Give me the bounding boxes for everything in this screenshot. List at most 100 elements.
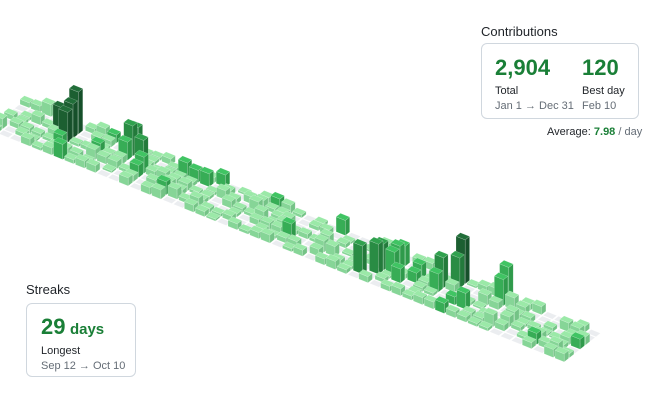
contribution-cell [347,270,362,279]
contribution-cell [166,161,182,169]
contribution-cell [467,316,482,324]
contribution-cell [390,238,405,247]
streaks-card: 29 days Longest Sep 12 → Oct 10 [26,303,136,377]
contribution-cell [254,204,269,212]
contribution-cell [314,233,329,242]
contribution-cell [248,194,264,203]
streak-unit: days [69,321,105,338]
contribution-cell [216,183,231,192]
contribution-cell [445,289,460,298]
contribution-cell [444,277,460,286]
contribution-cell [271,240,286,248]
contribution-cell [313,216,329,224]
contribution-cell [483,307,499,316]
average-unit: / day [618,126,643,138]
cell-right-face [78,88,84,135]
contribution-cell [466,278,481,287]
contribution-cell [96,149,111,158]
contribution-cell [472,300,487,308]
contribution-cell [162,196,177,204]
contribution-cell [346,232,362,241]
contribution-cell [107,154,122,162]
contribution-cell [314,251,330,260]
best-day-stat: 120 Best day Feb 10 [582,57,625,113]
contribution-cell [161,151,176,160]
contribution-cell [401,288,417,297]
contribution-cell [270,191,285,200]
contribution-cell [341,259,357,267]
contribution-cell [19,110,35,118]
contribution-cell [559,330,575,339]
contribution-cell [308,219,324,228]
contribution-cell [532,345,548,354]
contribution-cell [123,118,138,127]
contribution-cell [521,310,536,319]
contribution-cell [156,165,171,174]
contribution-cell [178,176,193,185]
contribution-cell [341,247,357,256]
contribution-cell [189,190,204,199]
contribution-cell [259,215,275,224]
contribution-cell [531,299,547,307]
contribution-cell [358,269,373,277]
contribution-cell [238,214,253,222]
cell-right-face [378,240,384,275]
contribution-cell [434,250,449,259]
contribution-cell [297,226,313,235]
contribution-cell [183,197,199,206]
contribution-cell [211,206,226,215]
contribution-cell [477,279,492,287]
contribution-cell [69,146,84,154]
contribution-cell [341,234,356,243]
contribution-cell [30,109,46,118]
contribution-cell [0,124,3,128]
cell-right-face [67,108,73,144]
contribution-cell [527,326,542,334]
contribution-cell [123,168,139,176]
contribution-cell [319,228,335,237]
contribution-cell [477,288,493,296]
contribution-cell [260,227,275,236]
contribution-cell [538,335,553,344]
contribution-cell [559,315,574,324]
contribution-cell [129,158,144,166]
contribution-cell [368,236,384,245]
cell-left-face [352,242,363,275]
contribution-cell [215,167,231,176]
best-day-date: Feb 10 [582,100,617,112]
contribution-cell [107,174,123,182]
contribution-cell [118,170,134,179]
contribution-cell [412,257,427,266]
contribution-cell [575,329,591,338]
contribution-cell [287,234,302,242]
cell-right-face [459,254,465,289]
contribution-cell [177,155,193,164]
contribution-cell [264,201,280,210]
cell-right-face [464,235,470,285]
contribution-cell [379,269,395,277]
contribution-cell [216,218,232,226]
cell-left-face [369,240,379,275]
contribution-cell [357,236,372,245]
contribution-cell [445,304,461,313]
contribution-cell [205,211,221,220]
contribution-cell [380,279,395,287]
contribution-cell [14,114,30,123]
contribution-cell [586,329,601,337]
contribution-cell [194,204,210,212]
contribution-cell [505,328,520,336]
contribution-cell [249,225,264,233]
contribution-cell [173,200,188,209]
contribution-cell [156,174,172,183]
contribution-cell [450,250,465,259]
contribution-cell [542,311,558,320]
contributions-title: Contributions [481,24,558,39]
cell-right-face [405,242,411,267]
contribution-cell [30,98,45,107]
contribution-cell [74,153,90,162]
contribution-cell [3,125,19,134]
contribution-cell [488,295,504,304]
streak-range: Sep 12 → Oct 10 [41,360,126,372]
contribution-cell [227,216,243,225]
contribution-cell [489,328,504,336]
